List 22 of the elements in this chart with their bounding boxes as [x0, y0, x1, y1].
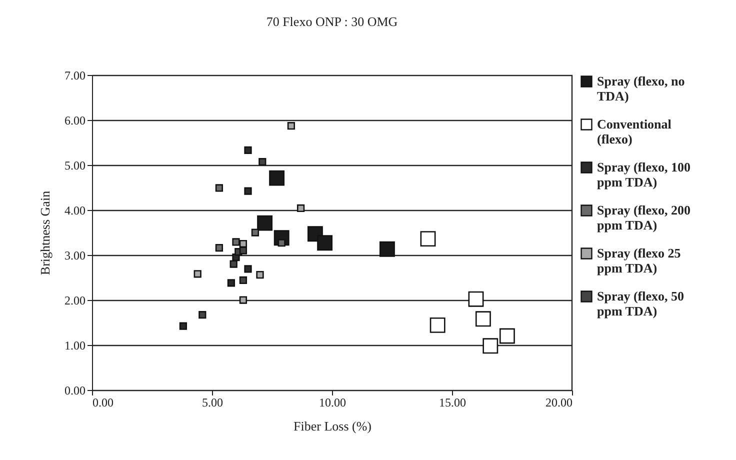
chart-title: 70 Flexo ONP : 30 OMG [266, 14, 398, 29]
y-tick-label: 4.00 [64, 204, 86, 218]
x-tick-label: 10.00 [319, 396, 346, 410]
legend-label: Spray (flexo, 50 ppm TDA) [597, 288, 684, 318]
x-axis-title: Fiber Loss (%) [294, 418, 372, 434]
y-tick-label: 0.00 [64, 384, 86, 398]
y-tick-label: 6.00 [64, 114, 86, 128]
legend-label: Spray (flexo, 100 ppm TDA) [597, 160, 691, 190]
x-tick-label: 0.00 [92, 396, 114, 410]
legend-label: Conventional (flexo) [597, 116, 672, 146]
legend-label: Spray (flexo 25 ppm TDA) [597, 246, 682, 276]
y-axis-title: Brightness Gain [38, 190, 52, 276]
x-tick-label: 20.00 [546, 396, 572, 410]
x-tick-label: 5.00 [202, 396, 223, 410]
y-tick-label: 2.00 [64, 294, 86, 308]
y-tick-label: 1.00 [64, 338, 86, 352]
legend-label: Spray (flexo, 200 ppm TDA) [597, 202, 691, 232]
x-tick-label: 15.00 [439, 396, 466, 410]
y-tick-label: 7.00 [64, 68, 86, 82]
y-tick-label: 5.00 [64, 158, 86, 172]
legend-label: Spray (flexo, no TDA) [597, 74, 685, 104]
y-tick-label: 3.00 [64, 248, 86, 262]
